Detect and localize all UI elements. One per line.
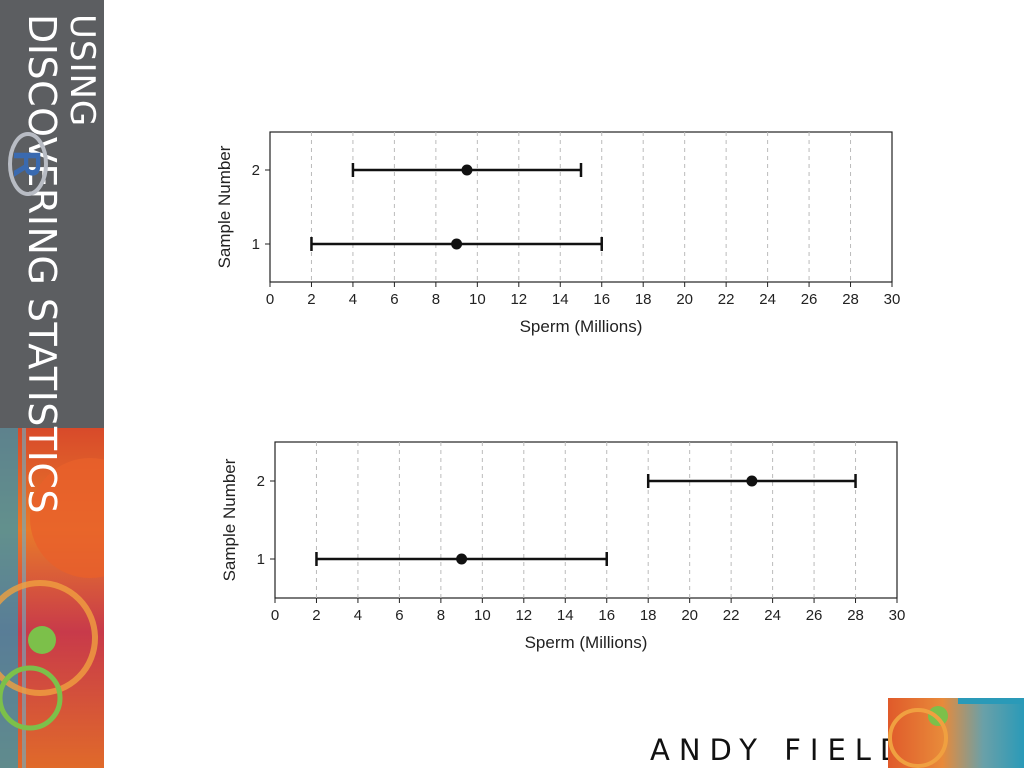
x-tick-label: 18	[635, 291, 652, 308]
author-name: ANDY FIELD	[650, 733, 912, 767]
x-tick-label: 28	[847, 607, 864, 624]
plot-frame	[269, 131, 893, 283]
x-tick-label: 28	[842, 291, 859, 308]
x-tick-label: 12	[515, 607, 532, 624]
x-tick-label: 14	[552, 291, 569, 308]
corner-decorative-art	[888, 698, 1024, 768]
r-logo-icon: R	[8, 132, 48, 196]
x-tick-label: 22	[718, 291, 735, 308]
mean-point-sample-1	[456, 553, 468, 565]
mean-point-sample-2	[746, 475, 758, 487]
x-tick-label: 8	[437, 607, 445, 624]
y-tick-label: 1	[257, 551, 265, 568]
x-tick-label: 16	[593, 291, 610, 308]
x-tick-label: 12	[510, 291, 527, 308]
x-tick-label: 10	[469, 291, 486, 308]
x-tick-label: 30	[889, 607, 906, 624]
mean-point-sample-1	[451, 238, 463, 250]
sidebar-decorative-art	[0, 428, 104, 768]
x-tick-label: 10	[474, 607, 491, 624]
x-tick-label: 22	[723, 607, 740, 624]
x-axis-label: Sperm (Millions)	[525, 633, 648, 652]
x-tick-label: 18	[640, 607, 657, 624]
x-tick-label: 4	[354, 607, 362, 624]
plot-frame	[274, 441, 898, 599]
x-tick-label: 26	[806, 607, 823, 624]
x-tick-label: 26	[801, 291, 818, 308]
x-tick-label: 20	[681, 607, 698, 624]
x-tick-label: 2	[312, 607, 320, 624]
y-tick-label: 1	[252, 236, 260, 253]
sidebar-title-band	[0, 0, 104, 428]
x-tick-label: 24	[759, 291, 776, 308]
book-title-using: USING	[62, 14, 102, 128]
r-logo-letter: R	[8, 150, 47, 177]
book-title-main: DISCOVERING STATISTICS	[20, 14, 64, 514]
x-tick-label: 0	[271, 607, 279, 624]
x-tick-label: 6	[395, 607, 403, 624]
x-tick-label: 30	[884, 291, 901, 308]
x-tick-label: 16	[598, 607, 615, 624]
mean-point-sample-2	[461, 164, 473, 176]
sidebar: DISCOVERING STATISTICS USING R	[0, 0, 104, 768]
y-axis-label: Sample Number	[215, 145, 234, 268]
x-tick-label: 8	[432, 291, 440, 308]
x-tick-label: 2	[307, 291, 315, 308]
x-tick-label: 24	[764, 607, 781, 624]
y-tick-label: 2	[257, 473, 265, 490]
x-tick-label: 6	[390, 291, 398, 308]
x-tick-label: 20	[676, 291, 693, 308]
x-axis-label: Sperm (Millions)	[520, 317, 643, 336]
x-tick-label: 4	[349, 291, 357, 308]
sidebar-title: DISCOVERING STATISTICS USING	[4, 6, 104, 514]
y-axis-label: Sample Number	[220, 458, 239, 581]
y-tick-label: 2	[252, 162, 260, 179]
x-tick-label: 14	[557, 607, 574, 624]
x-tick-label: 0	[266, 291, 274, 308]
